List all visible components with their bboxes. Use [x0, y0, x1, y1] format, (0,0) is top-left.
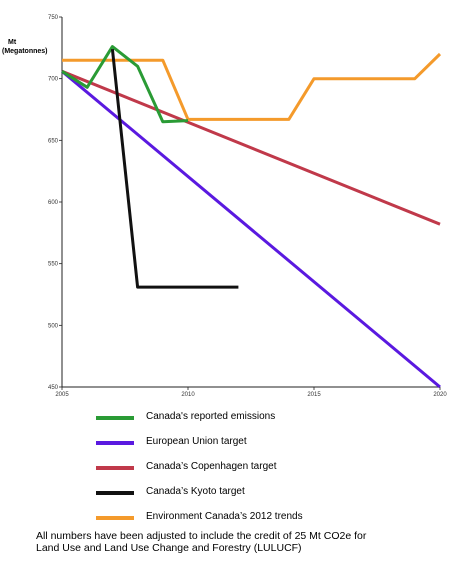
legend-label: European Union target	[146, 436, 247, 447]
y-axis-label-line2: (Megatonnes)	[2, 48, 48, 55]
y-tick-label: 550	[48, 262, 59, 268]
chart-legend: Canada's reported emissions European Unio…	[96, 408, 436, 533]
series-line-0	[61, 45, 189, 124]
x-tick-label: 2010	[181, 392, 195, 398]
legend-label: Canada’s Copenhagen target	[146, 461, 277, 472]
y-tick-label: 500	[48, 323, 59, 329]
series-line-2	[61, 69, 441, 226]
legend-swatch	[96, 516, 134, 520]
legend-swatch	[96, 441, 134, 445]
y-tick-label: 450	[48, 385, 59, 391]
x-tick-label: 2005	[55, 392, 69, 398]
legend-item: Environment Canada’s 2012 trends	[96, 508, 436, 533]
note-line-1: All numbers have been adjusted to includ…	[36, 530, 367, 542]
y-axis-label-line1: Mt	[8, 39, 17, 46]
chart-series	[61, 45, 442, 389]
legend-item: Canada’s Kyoto target	[96, 483, 436, 508]
chart-ticks: 450 500 550 600 650 700 750 2005 2010 2015 2020	[48, 15, 447, 398]
series-line-1	[61, 70, 441, 389]
emissions-chart: 450 500 550 600 650 700 750 2005 2010 2015 2020 Mt…	[2, 15, 447, 398]
series-line-3	[110, 48, 239, 289]
y-tick-label: 750	[48, 15, 59, 21]
adjustment-note: All numbers have been adjusted to includ…	[36, 530, 456, 554]
legend-label: Canada’s Kyoto target	[146, 486, 245, 497]
y-tick-label: 600	[48, 200, 59, 206]
legend-label: Environment Canada’s 2012 trends	[146, 511, 303, 522]
legend-label: Canada's reported emissions	[146, 411, 276, 422]
y-tick-label: 700	[48, 77, 59, 83]
legend-swatch	[96, 466, 134, 470]
y-tick-label: 650	[48, 138, 59, 144]
note-line-2: Land Use and Land Use Change and Forestr…	[36, 542, 302, 554]
x-tick-label: 2015	[307, 392, 321, 398]
legend-item: Canada's reported emissions	[96, 408, 436, 433]
legend-swatch	[96, 416, 134, 420]
legend-item: Canada’s Copenhagen target	[96, 458, 436, 483]
x-tick-label: 2020	[433, 392, 447, 398]
series-line-4	[62, 52, 442, 121]
legend-swatch	[96, 491, 134, 495]
legend-item: European Union target	[96, 433, 436, 458]
